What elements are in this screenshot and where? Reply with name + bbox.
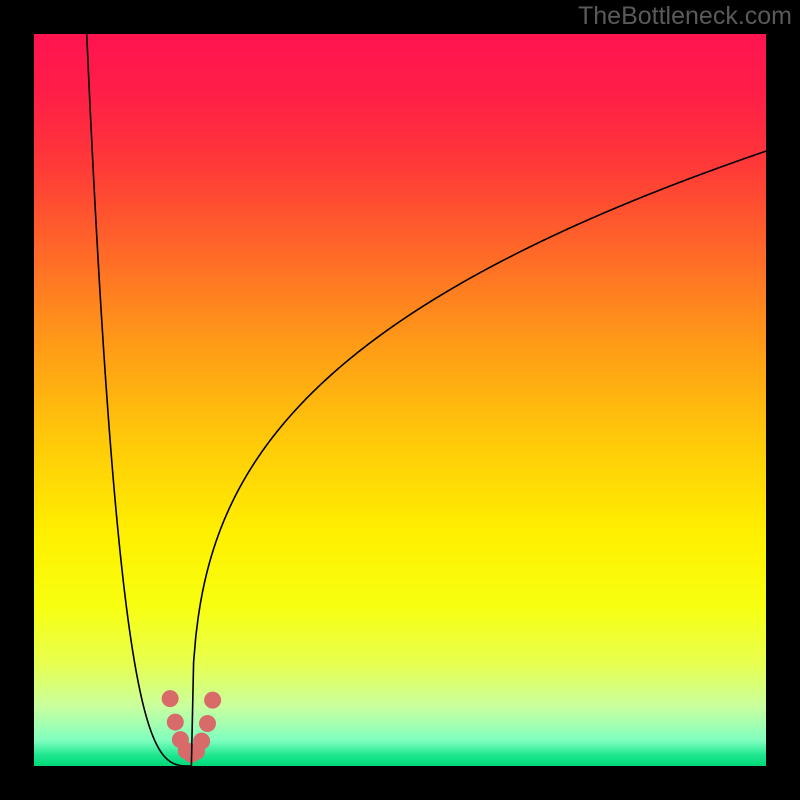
marker-dot (167, 714, 184, 731)
curve-overlay (34, 34, 766, 766)
marker-dot (162, 690, 179, 707)
watermark-text: TheBottleneck.com (578, 2, 792, 31)
marker-dot (204, 692, 221, 709)
bottleneck-curve (87, 34, 766, 766)
marker-dot (193, 733, 210, 750)
chart-frame: TheBottleneck.com (0, 0, 800, 800)
plot-area (34, 34, 766, 766)
marker-dot (199, 715, 216, 732)
